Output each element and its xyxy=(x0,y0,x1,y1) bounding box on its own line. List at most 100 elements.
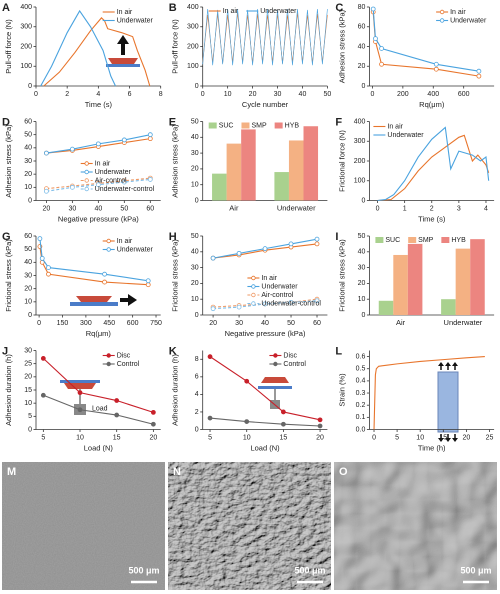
panel-label: L xyxy=(335,345,342,357)
marker xyxy=(37,236,43,242)
x-tick-label: 2 xyxy=(65,91,69,98)
legend-label: In air xyxy=(117,9,133,16)
marker xyxy=(262,246,268,252)
y-tick-label: 50 xyxy=(191,118,199,125)
y-tick-label: 400 xyxy=(20,4,32,11)
y-axis-label: Adhesion stress (kPa) xyxy=(337,9,346,83)
y-tick-label: 300 xyxy=(187,24,199,31)
marker xyxy=(69,146,75,152)
marker xyxy=(280,409,286,415)
x-tick-label: 5 xyxy=(41,434,45,441)
panel: K 0 2 4 6 8 Adhesion duration (h) Load (N) 5 10 15… xyxy=(169,345,328,452)
legend-label: SMP xyxy=(418,237,434,244)
legend-label: SUC xyxy=(385,237,400,244)
y-tick-label: 10 xyxy=(24,400,32,407)
x-tick-label: 15 xyxy=(439,434,447,441)
x-axis-label: Negative pressure (kPa) xyxy=(225,329,306,338)
marker xyxy=(244,419,250,425)
x-tick-label: 20 xyxy=(249,91,257,98)
legend-label: SMP xyxy=(251,122,267,129)
marker xyxy=(40,355,46,361)
legend-marker xyxy=(106,238,111,244)
y-tick-label: 60 xyxy=(24,233,32,240)
marker xyxy=(433,66,439,72)
line xyxy=(43,17,151,87)
marker xyxy=(95,141,101,147)
scale-bar-label: 500 μm xyxy=(460,565,491,575)
y-tick-label: 200 xyxy=(354,158,366,165)
marker xyxy=(147,177,153,182)
panel: F 0 100 200 300 400 Frictional force (N) Time (… xyxy=(335,116,495,223)
x-tick-label: 8 xyxy=(159,91,163,98)
legend-label: In air xyxy=(387,123,403,130)
x-tick-label: 20 xyxy=(149,434,157,441)
panel-label: G xyxy=(2,231,11,243)
marker xyxy=(77,407,83,413)
marker xyxy=(145,282,151,288)
y-tick-label: 0 xyxy=(28,312,32,319)
y-tick-label: 10 xyxy=(358,296,366,303)
y-tick-label: 50 xyxy=(24,132,32,139)
marker xyxy=(95,182,101,188)
x-axis-label: Rq(μm) xyxy=(419,100,445,109)
x-tick-label: 40 xyxy=(94,205,102,212)
marker xyxy=(43,150,49,156)
x-tick-label: 4 xyxy=(96,91,100,98)
legend-label: HYB xyxy=(285,122,300,129)
bar xyxy=(212,173,227,201)
legend-marker xyxy=(439,18,445,23)
legend-label: In air xyxy=(450,9,466,16)
scale-bar-label: 500 μm xyxy=(128,565,159,575)
legend-marker xyxy=(106,353,111,358)
marker xyxy=(370,6,376,12)
legend-marker xyxy=(84,169,89,175)
legend-label: Underwater xyxy=(117,246,154,253)
marker xyxy=(262,301,268,307)
marker xyxy=(46,271,51,277)
marker xyxy=(147,132,153,138)
y-tick-label: 300 xyxy=(354,138,366,145)
legend-marker xyxy=(251,284,256,289)
x-tick-label: 600 xyxy=(127,320,139,327)
y-tick-label: 5 xyxy=(28,413,32,420)
line xyxy=(43,394,154,425)
marker xyxy=(314,241,320,247)
panel: C 0 20 40 60 80 Adhesion stress (kPa) Rq(μm) 0 20… xyxy=(335,2,495,109)
x-tick-label: 10 xyxy=(243,434,251,441)
panel-label: M xyxy=(7,466,16,478)
x-tick-label: 20 xyxy=(462,434,470,441)
y-tick-label: 400 xyxy=(354,118,366,125)
panel-label: K xyxy=(169,345,177,357)
marker xyxy=(288,241,294,247)
legend-label: Air-control xyxy=(95,177,127,184)
legend-label: Underwater xyxy=(261,283,298,290)
line xyxy=(39,238,149,282)
inset-l xyxy=(437,362,459,442)
legend-marker xyxy=(273,361,278,367)
x-tick-label: 30 xyxy=(235,320,243,327)
panel-label: C xyxy=(335,2,343,14)
y-axis-label: Adhesion stress (kPa) xyxy=(4,124,13,198)
x-tick-label: 200 xyxy=(397,91,409,98)
marker xyxy=(121,179,127,185)
y-tick-label: 50 xyxy=(358,233,366,240)
x-tick-label: 40 xyxy=(299,91,307,98)
legend-label: In air xyxy=(117,238,133,245)
legend-swatch xyxy=(408,237,417,243)
bar xyxy=(393,254,408,315)
x-tick-label: 50 xyxy=(287,320,295,327)
y-tick-label: 60 xyxy=(358,24,366,31)
legend-marker xyxy=(84,161,89,166)
legend-marker xyxy=(273,353,278,358)
micrograph-texture xyxy=(2,462,165,590)
marker xyxy=(77,390,83,396)
y-tick-label: 0 xyxy=(195,312,199,319)
bar xyxy=(455,248,471,315)
y-axis-label: Frictional stress (kPa) xyxy=(4,239,13,312)
x-tick-label: 30 xyxy=(68,205,76,212)
y-tick-label: 100 xyxy=(354,178,366,185)
panel: J 0 5 10 15 20 25 30 Adhesion duration (h) Load (… xyxy=(2,345,161,452)
y-tick-label: 0 xyxy=(28,426,32,433)
